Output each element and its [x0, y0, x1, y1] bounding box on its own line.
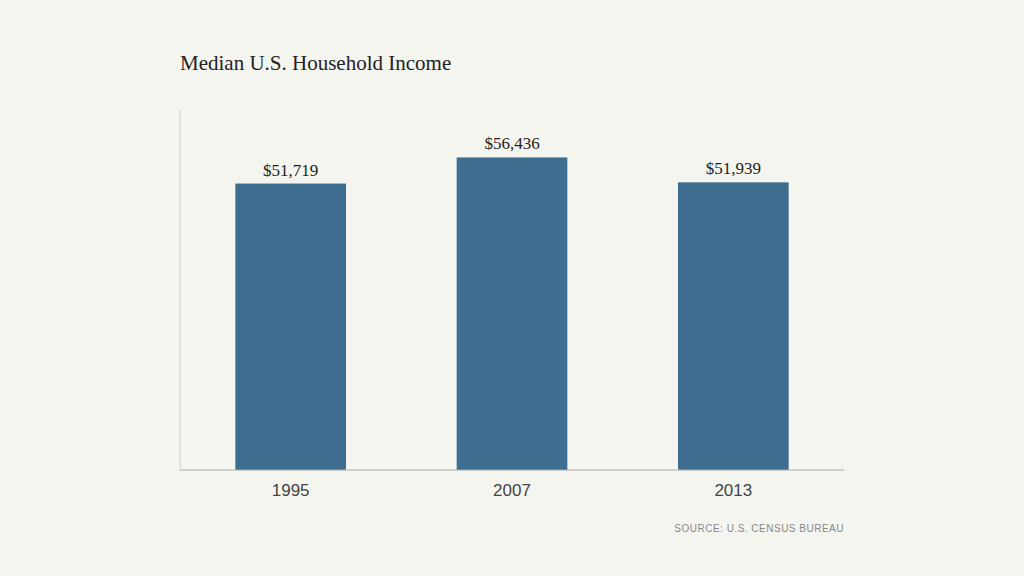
x-tick-label: 2007: [493, 481, 531, 500]
data-label: $51,719: [263, 161, 318, 180]
bars: [235, 157, 788, 470]
y-axis-line: [180, 110, 181, 470]
data-label: $51,939: [706, 159, 761, 178]
source-note: SOURCE: U.S. CENSUS BUREAU: [674, 523, 844, 534]
background: [0, 0, 1024, 576]
bar: [457, 157, 568, 470]
chart: Median U.S. Household Income $51,719 $56,4…: [0, 0, 1024, 576]
bar: [678, 182, 789, 470]
x-tick-label: 2013: [714, 481, 752, 500]
title: Median U.S. Household Income: [180, 51, 451, 75]
data-label: $56,436: [484, 134, 539, 153]
x-axis-line: [180, 470, 844, 471]
bar: [235, 184, 346, 470]
x-tick-label: 1995: [272, 481, 310, 500]
